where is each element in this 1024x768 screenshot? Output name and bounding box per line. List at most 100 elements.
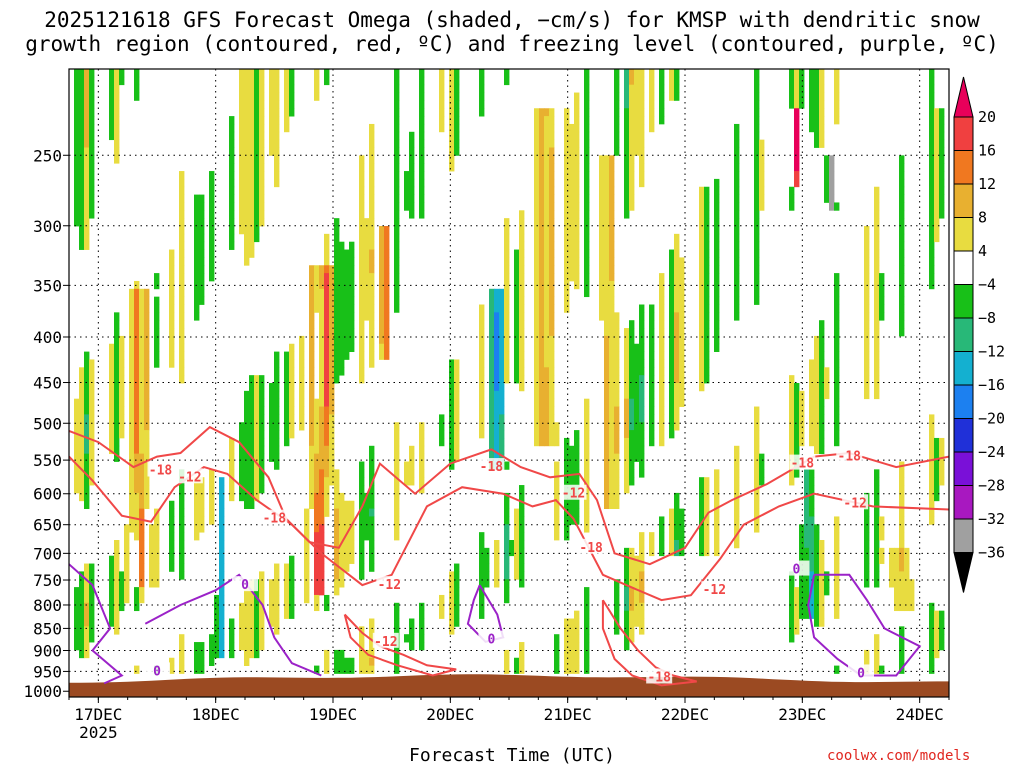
omega-cell xyxy=(254,155,260,164)
omega-cell xyxy=(384,335,390,345)
omega-cell xyxy=(254,492,260,502)
omega-cell xyxy=(819,343,825,352)
colorbar-segment xyxy=(953,485,974,520)
omega-cell xyxy=(659,524,665,533)
omega-cell xyxy=(614,579,620,588)
omega-cell xyxy=(569,453,575,462)
omega-cell xyxy=(384,328,390,337)
omega-cell xyxy=(609,202,615,211)
omega-cell xyxy=(799,594,805,604)
omega-cell xyxy=(614,430,620,439)
omega-cell xyxy=(789,84,795,93)
omega-cell xyxy=(809,430,815,439)
omega-cell xyxy=(309,453,315,462)
omega-cell xyxy=(814,422,820,431)
omega-cell xyxy=(814,602,820,612)
omega-cell xyxy=(804,524,810,533)
omega-cell xyxy=(359,485,365,494)
omega-cell xyxy=(939,618,945,627)
omega-cell xyxy=(699,296,705,305)
omega-cell xyxy=(574,508,580,517)
omega-cell xyxy=(519,288,525,298)
omega-cell xyxy=(934,131,940,141)
contour-label-bg xyxy=(478,630,505,646)
omega-cell xyxy=(819,116,825,125)
omega-cell xyxy=(499,320,505,329)
omega-cell xyxy=(114,571,120,580)
omega-cell xyxy=(309,320,315,329)
omega-cell xyxy=(669,280,675,290)
omega-cell xyxy=(614,312,620,321)
omega-cell xyxy=(809,375,815,384)
omega-cell xyxy=(874,265,880,274)
omega-cell xyxy=(669,328,675,337)
omega-cell xyxy=(899,555,905,564)
omega-cell xyxy=(669,532,675,541)
omega-cell xyxy=(74,485,80,494)
omega-cell xyxy=(179,547,185,557)
omega-cell xyxy=(249,602,255,612)
omega-cell xyxy=(154,359,160,368)
omega-cell xyxy=(804,516,810,525)
omega-cell xyxy=(584,249,590,258)
omega-cell xyxy=(754,69,760,78)
omega-cell xyxy=(359,218,365,227)
omega-cell xyxy=(259,76,265,86)
omega-cell xyxy=(249,422,255,431)
omega-cell xyxy=(299,335,305,345)
colorbar-label: 16 xyxy=(978,142,996,160)
omega-cell xyxy=(599,265,605,274)
omega-cell xyxy=(639,430,645,439)
omega-cell xyxy=(604,383,610,392)
omega-cell xyxy=(449,383,455,392)
omega-cell xyxy=(574,163,580,172)
omega-cell xyxy=(834,367,840,376)
omega-cell xyxy=(929,147,935,156)
omega-cell xyxy=(899,171,905,180)
omega-cell xyxy=(339,500,345,509)
omega-cell xyxy=(794,390,800,400)
omega-cell xyxy=(809,555,815,564)
omega-cell xyxy=(564,524,570,533)
omega-cell xyxy=(549,422,555,431)
omega-cell xyxy=(494,547,500,557)
omega-cell xyxy=(259,155,265,164)
omega-cell xyxy=(799,587,805,596)
omega-cell xyxy=(144,422,150,431)
omega-cell xyxy=(309,335,315,345)
omega-cell xyxy=(239,139,245,148)
omega-cell xyxy=(274,131,280,141)
omega-cell xyxy=(154,563,160,572)
omega-cell xyxy=(574,178,580,188)
omega-cell xyxy=(229,453,235,462)
omega-cell xyxy=(569,665,575,674)
omega-cell xyxy=(629,406,635,415)
omega-cell xyxy=(699,194,705,203)
omega-cell xyxy=(194,241,200,250)
omega-cell xyxy=(634,123,640,133)
omega-cell xyxy=(834,422,840,431)
omega-cell xyxy=(549,383,555,392)
omega-cell xyxy=(609,485,615,494)
omega-cell xyxy=(254,649,260,659)
omega-cell xyxy=(569,241,575,250)
omega-cell xyxy=(244,233,250,243)
omega-cell xyxy=(244,492,250,502)
omega-cell xyxy=(539,359,545,368)
omega-cell xyxy=(379,280,385,290)
omega-cell xyxy=(89,406,95,415)
omega-cell xyxy=(669,406,675,415)
omega-cell xyxy=(819,100,825,109)
omega-cell xyxy=(574,453,580,462)
omega-cell xyxy=(629,186,635,195)
omega-cell xyxy=(934,634,940,643)
omega-cell xyxy=(814,69,820,78)
omega-cell xyxy=(274,92,280,101)
omega-cell xyxy=(379,296,385,305)
omega-cell xyxy=(819,540,825,549)
omega-cell xyxy=(134,335,140,345)
omega-cell xyxy=(669,383,675,392)
omega-cell xyxy=(704,233,710,243)
omega-cell xyxy=(659,100,665,109)
omega-cell xyxy=(89,594,95,604)
